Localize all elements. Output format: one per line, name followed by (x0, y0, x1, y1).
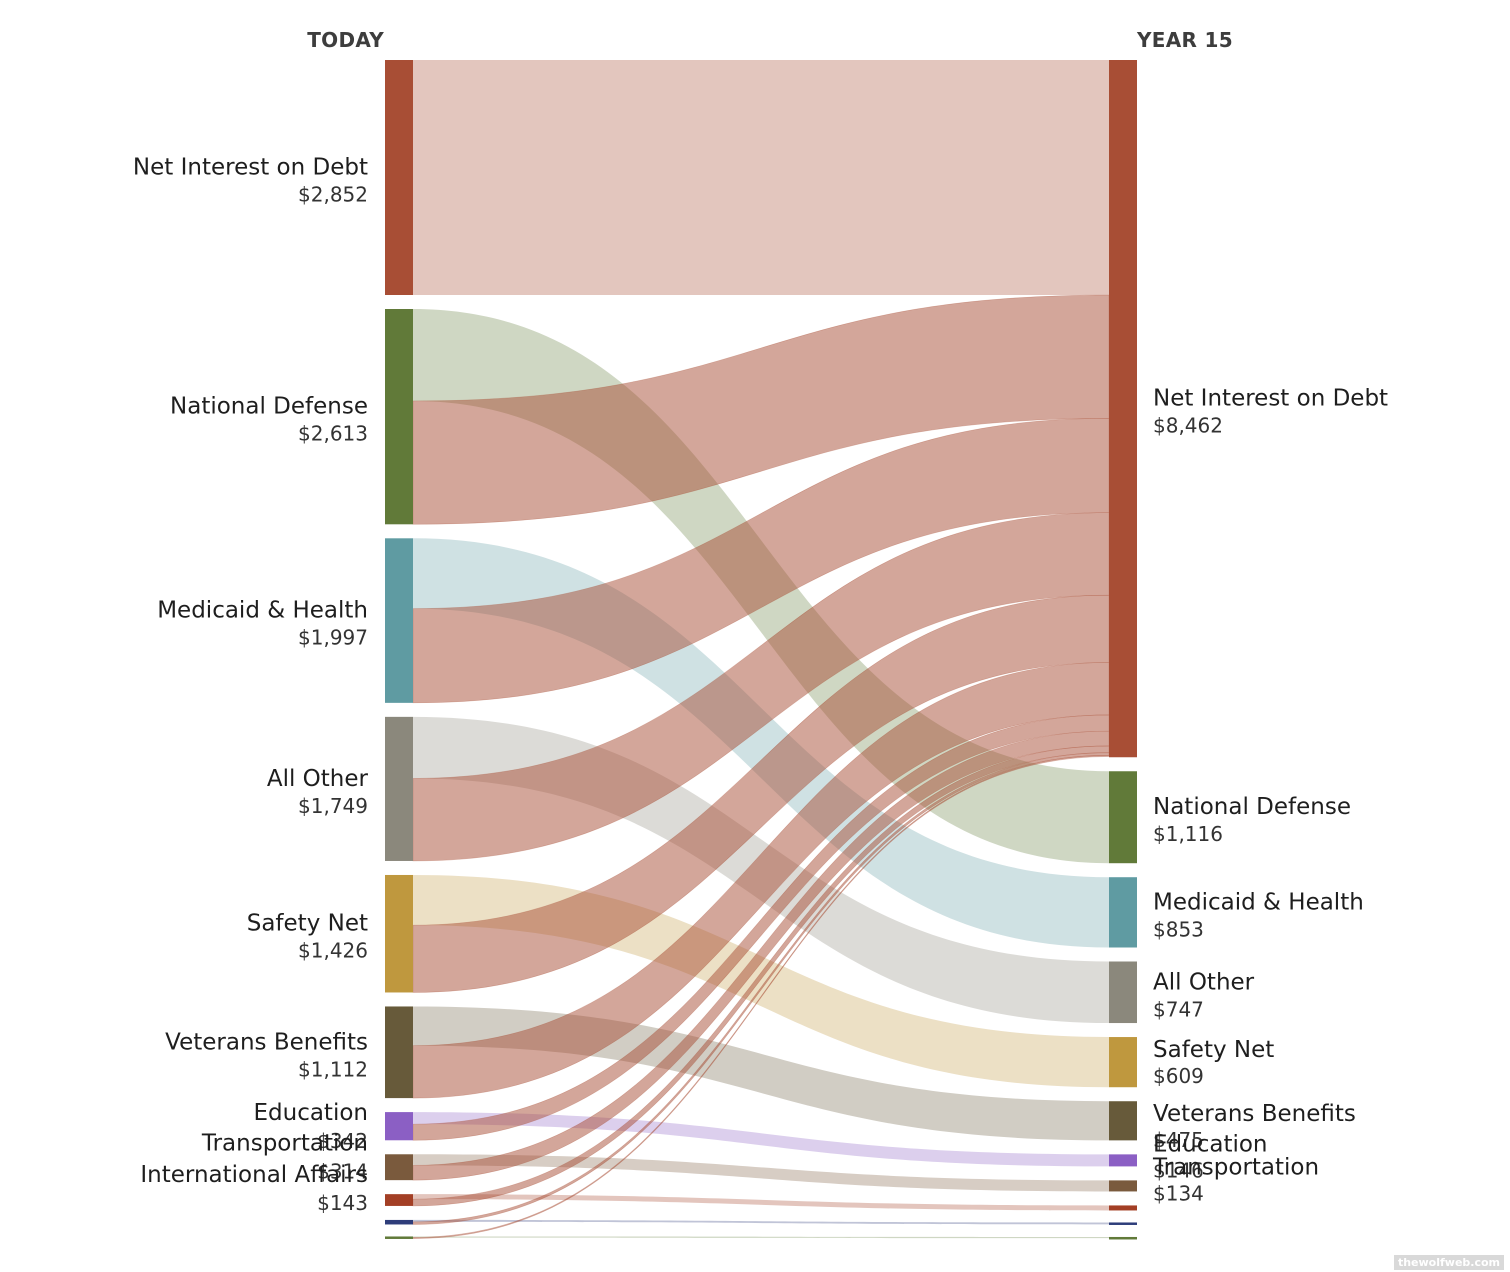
left-node-defense (385, 309, 413, 525)
right-node-transportation (1109, 1180, 1137, 1192)
left-node-transportation (385, 1154, 413, 1181)
left-node-all_other (385, 716, 413, 861)
left-label-education: Education (253, 1100, 368, 1126)
right-node-international (1109, 1205, 1137, 1211)
left-label-international: International Affairs (140, 1162, 368, 1188)
flow-other_small_1-to-other_small_1 (413, 1219, 1109, 1225)
left-value-medicaid: $1,997 (298, 626, 368, 650)
flow-layer (412, 60, 1110, 1239)
right-node-other_small_2 (1109, 1236, 1137, 1240)
left-node-net_interest (385, 60, 413, 295)
right-label-all_other: All Other (1153, 969, 1255, 995)
left-value-safety_net: $1,426 (298, 939, 368, 963)
right-label-veterans: Veterans Benefits (1153, 1101, 1356, 1127)
left-value-veterans: $1,112 (298, 1057, 368, 1081)
right-value-all_other: $747 (1153, 997, 1204, 1021)
left-label-all_other: All Other (267, 766, 369, 792)
left-value-all_other: $1,749 (298, 794, 368, 818)
right-label-medicaid: Medicaid & Health (1153, 889, 1364, 915)
left-value-education: $342 (317, 1129, 368, 1153)
right-node-safety_net (1109, 1037, 1137, 1088)
node-layer (385, 60, 1137, 1240)
right-column-header: YEAR 15 (1136, 28, 1233, 52)
flow-international-to-international (413, 1194, 1109, 1211)
watermark: thewolfweb.com (1393, 1255, 1504, 1270)
left-value-transportation: $314 (317, 1159, 368, 1183)
right-node-defense (1109, 771, 1137, 864)
right-label-net_interest: Net Interest on Debt (1153, 386, 1388, 412)
left-label-safety_net: Safety Net (247, 911, 368, 937)
right-label-defense: National Defense (1153, 794, 1351, 820)
left-node-safety_net (385, 874, 413, 993)
left-label-net_interest: Net Interest on Debt (133, 155, 368, 181)
right-node-veterans (1109, 1101, 1137, 1141)
left-node-veterans (385, 1006, 413, 1099)
right-node-net_interest (1109, 60, 1137, 758)
left-value-defense: $2,613 (298, 422, 368, 446)
right-label-education: Education (1153, 1131, 1268, 1157)
right-value-transportation: $134 (1153, 1181, 1204, 1205)
right-value-safety_net: $609 (1153, 1064, 1204, 1088)
left-label-defense: National Defense (170, 394, 368, 420)
left-node-international (385, 1194, 413, 1206)
right-value-education: $146 (1153, 1158, 1204, 1182)
right-node-other_small_1 (1109, 1222, 1137, 1225)
left-column-header: TODAY (307, 28, 384, 52)
flow-net_interest-to-net_interest (413, 60, 1109, 295)
right-label-transportation: Transportation (1152, 1154, 1319, 1180)
right-node-medicaid (1109, 877, 1137, 948)
left-value-net_interest: $2,852 (298, 183, 368, 207)
left-value-international: $143 (317, 1191, 368, 1215)
left-label-veterans: Veterans Benefits (165, 1029, 368, 1055)
right-value-net_interest: $8,462 (1153, 414, 1223, 438)
left-node-other_small_1 (385, 1219, 413, 1225)
right-node-all_other (1109, 961, 1137, 1024)
flow-transportation-to-transportation (413, 1154, 1109, 1192)
right-value-medicaid: $853 (1153, 917, 1204, 941)
flow-other_small_2-to-other_small_2 (413, 1236, 1109, 1239)
right-value-veterans: $475 (1153, 1128, 1204, 1152)
left-node-other_small_2 (385, 1236, 413, 1239)
right-label-safety_net: Safety Net (1153, 1037, 1274, 1063)
left-node-medicaid (385, 538, 413, 703)
right-value-defense: $1,116 (1153, 822, 1223, 846)
right-node-education (1109, 1154, 1137, 1167)
left-label-medicaid: Medicaid & Health (157, 598, 368, 624)
left-label-transportation: Transportation (201, 1130, 368, 1156)
left-node-education (385, 1112, 413, 1141)
